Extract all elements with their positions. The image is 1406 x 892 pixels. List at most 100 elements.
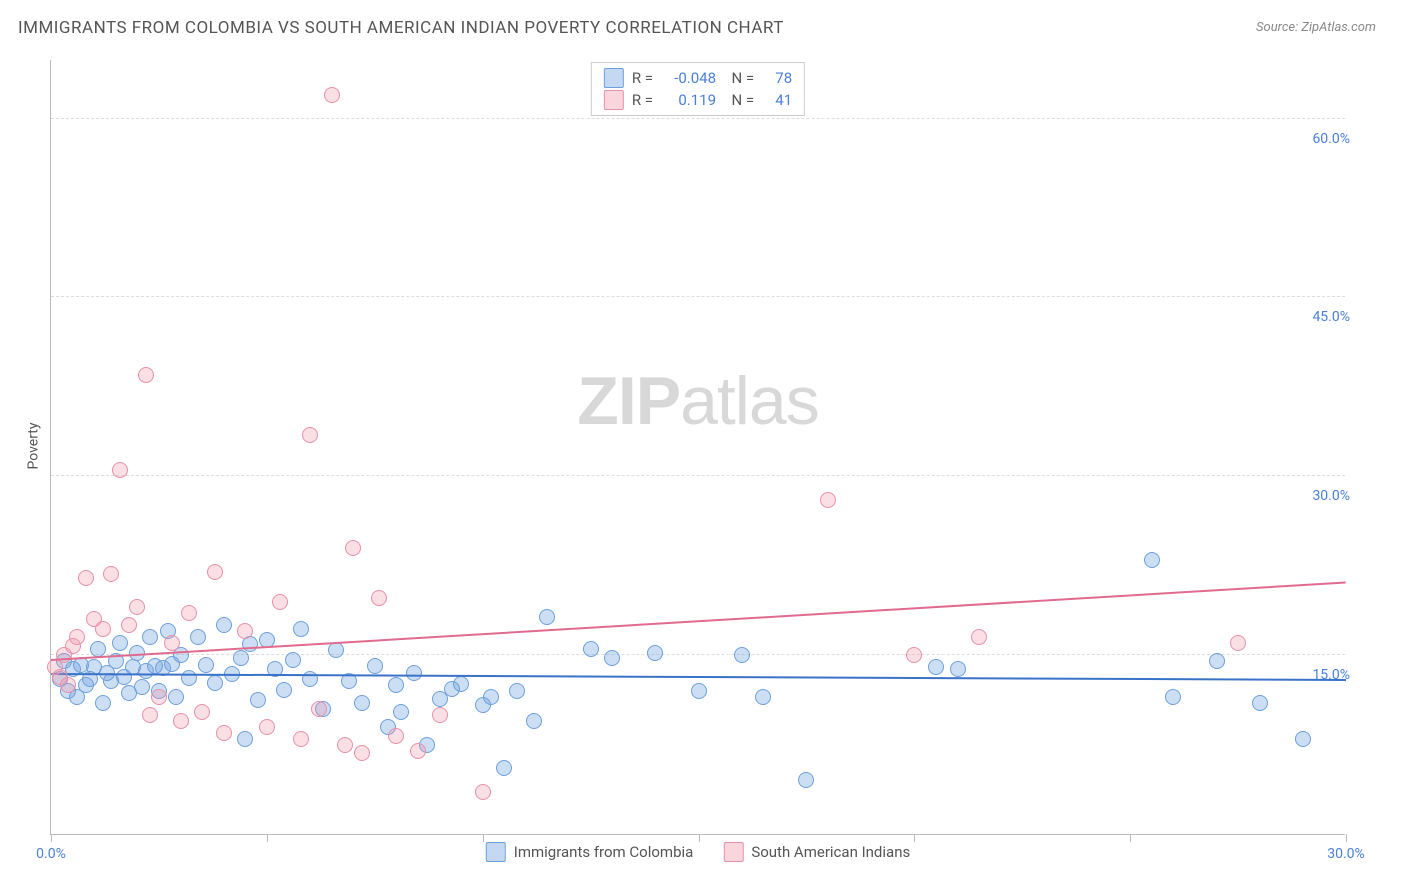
data-point	[371, 590, 387, 606]
data-point	[324, 87, 340, 103]
y-axis-label: Poverty	[26, 422, 42, 469]
legend-r-value-blue: -0.048	[661, 69, 716, 87]
watermark: ZIPatlas	[577, 362, 818, 440]
x-tick	[1346, 834, 1347, 842]
x-tick	[1130, 834, 1131, 842]
legend-swatch-pink	[723, 842, 743, 862]
y-tick-label: 30.0%	[1312, 488, 1350, 504]
data-point	[1144, 552, 1160, 568]
watermark-bold: ZIP	[577, 363, 680, 439]
data-point	[173, 713, 189, 729]
data-point	[354, 745, 370, 761]
data-point	[112, 462, 128, 478]
data-point	[444, 681, 460, 697]
source-attribution: Source: ZipAtlas.com	[1256, 20, 1376, 35]
data-point	[293, 731, 309, 747]
data-point	[406, 665, 422, 681]
data-point	[475, 784, 491, 800]
data-point	[142, 707, 158, 723]
data-point	[410, 743, 426, 759]
legend-n-label: N =	[724, 91, 754, 109]
data-point	[906, 647, 922, 663]
x-tick	[51, 834, 52, 842]
data-point	[483, 689, 499, 705]
data-point	[1165, 689, 1181, 705]
data-point	[1295, 731, 1311, 747]
data-point	[647, 645, 663, 661]
data-point	[950, 661, 966, 677]
data-point	[354, 695, 370, 711]
data-point	[129, 599, 145, 615]
chart-title: IMMIGRANTS FROM COLOMBIA VS SOUTH AMERIC…	[18, 18, 784, 38]
data-point	[432, 707, 448, 723]
chart-container: IMMIGRANTS FROM COLOMBIA VS SOUTH AMERIC…	[0, 0, 1406, 892]
data-point	[95, 695, 111, 711]
data-point	[272, 594, 288, 610]
data-point	[928, 659, 944, 675]
legend-item-blue: Immigrants from Colombia	[486, 842, 694, 862]
data-point	[237, 731, 253, 747]
gridline	[51, 296, 1345, 297]
data-point	[1209, 653, 1225, 669]
data-point	[194, 704, 210, 720]
data-point	[337, 737, 353, 753]
legend-label-pink: South American Indians	[751, 843, 910, 861]
legend-n-label: N =	[724, 69, 754, 87]
data-point	[168, 689, 184, 705]
legend-label-blue: Immigrants from Colombia	[514, 843, 694, 861]
x-tick-label: 30.0%	[1327, 846, 1365, 862]
data-point	[328, 642, 344, 658]
y-tick-label: 60.0%	[1312, 131, 1350, 147]
data-point	[95, 621, 111, 637]
data-point	[138, 367, 154, 383]
legend-n-value-blue: 78	[762, 69, 792, 87]
legend-swatch-blue	[604, 68, 624, 88]
data-point	[259, 719, 275, 735]
data-point	[151, 689, 167, 705]
data-point	[142, 629, 158, 645]
data-point	[311, 701, 327, 717]
data-point	[734, 647, 750, 663]
data-point	[60, 677, 76, 693]
data-point	[216, 725, 232, 741]
data-point	[496, 760, 512, 776]
legend-r-label: R =	[632, 69, 653, 87]
data-point	[755, 689, 771, 705]
y-tick-label: 45.0%	[1312, 309, 1350, 325]
data-point	[583, 641, 599, 657]
legend-row-blue: R = -0.048 N = 78	[604, 67, 792, 89]
legend-r-value-pink: 0.119	[661, 91, 716, 109]
data-point	[691, 683, 707, 699]
gridline	[51, 475, 1345, 476]
legend-r-label: R =	[632, 91, 653, 109]
data-point	[121, 617, 137, 633]
data-point	[207, 564, 223, 580]
gridline	[51, 118, 1345, 119]
data-point	[181, 605, 197, 621]
data-point	[237, 623, 253, 639]
legend-row-pink: R = 0.119 N = 41	[604, 89, 792, 111]
legend-item-pink: South American Indians	[723, 842, 910, 862]
data-point	[190, 629, 206, 645]
data-point	[1230, 635, 1246, 651]
series-legend: Immigrants from Colombia South American …	[486, 842, 910, 862]
data-point	[103, 566, 119, 582]
data-point	[207, 675, 223, 691]
data-point	[302, 427, 318, 443]
data-point	[134, 679, 150, 695]
x-tick-label: 0.0%	[36, 846, 66, 862]
trend-line	[51, 582, 1346, 661]
data-point	[112, 635, 128, 651]
data-point	[367, 658, 383, 674]
data-point	[820, 492, 836, 508]
data-point	[345, 540, 361, 556]
x-tick	[483, 834, 484, 842]
data-point	[285, 652, 301, 668]
data-point	[432, 691, 448, 707]
plot-area: ZIPatlas R = -0.048 N = 78 R = 0.119 N =…	[50, 60, 1345, 835]
data-point	[250, 692, 266, 708]
legend-n-value-pink: 41	[762, 91, 792, 109]
data-point	[1252, 695, 1268, 711]
trend-line	[51, 673, 1346, 681]
data-point	[198, 657, 214, 673]
